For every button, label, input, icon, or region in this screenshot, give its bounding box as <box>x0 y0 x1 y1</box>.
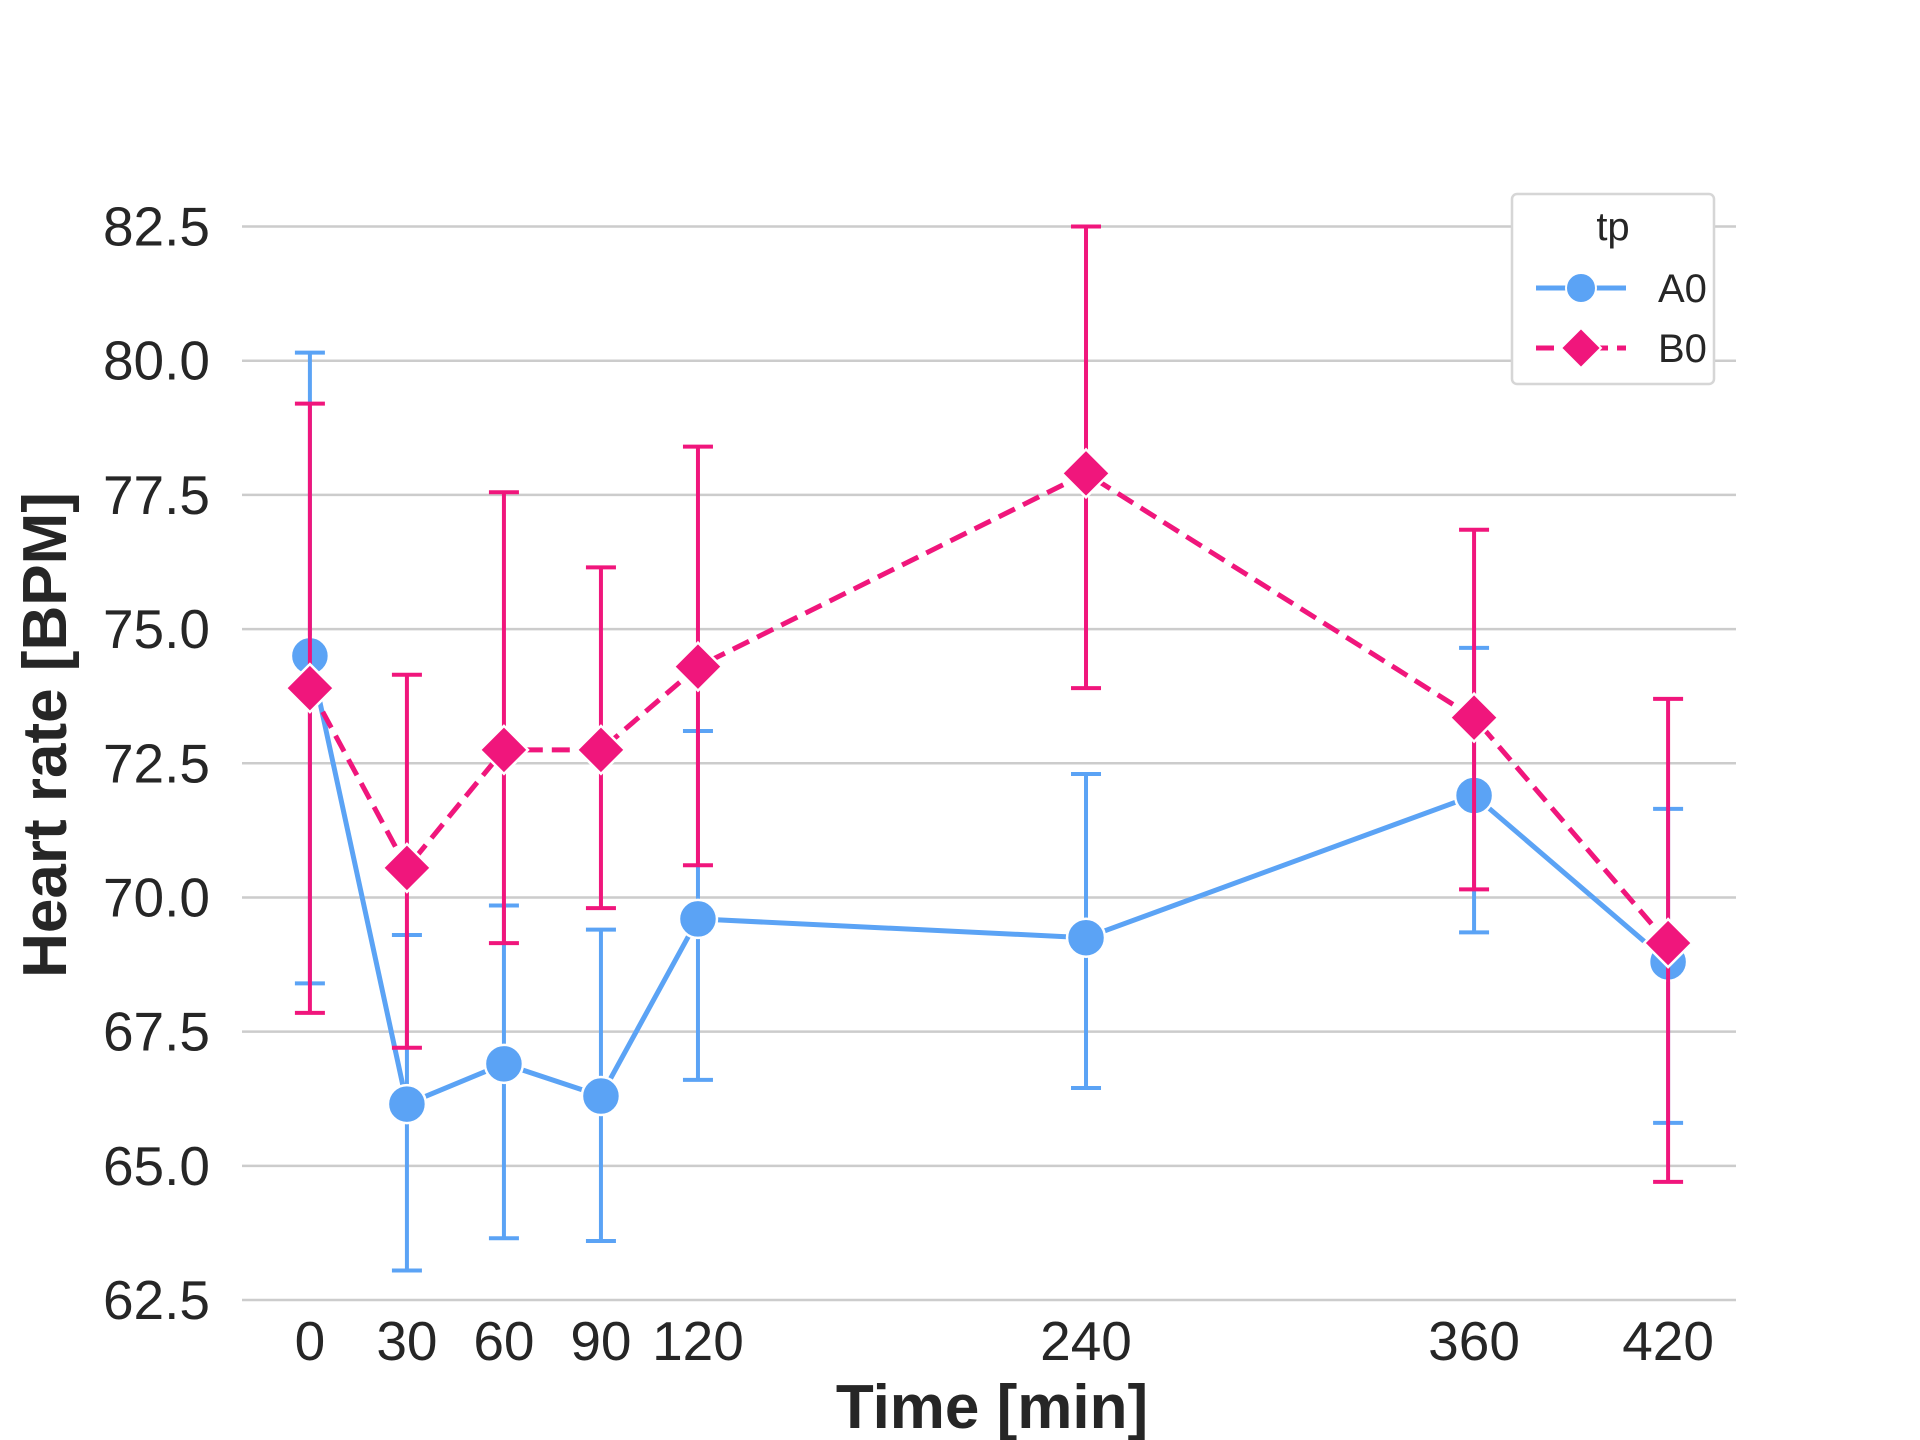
data-point <box>677 898 719 940</box>
y-tick-label: 72.5 <box>103 732 210 794</box>
data-point <box>580 1075 622 1117</box>
y-tick-label: 65.0 <box>103 1135 210 1197</box>
y-tick-label: 80.0 <box>103 330 210 392</box>
x-tick-label: 120 <box>652 1310 744 1372</box>
legend-entry-B0: B0 <box>1536 326 1707 371</box>
data-point <box>386 1083 428 1125</box>
legend-label: B0 <box>1658 327 1707 371</box>
x-tick-label: 30 <box>376 1310 437 1372</box>
x-axis-title: Time [min] <box>836 1373 1148 1440</box>
data-point <box>672 640 724 693</box>
data-point <box>575 724 627 776</box>
legend-label: A0 <box>1658 267 1707 311</box>
y-tick-label: 70.0 <box>103 866 210 928</box>
data-point <box>284 662 336 714</box>
x-tick-label: 360 <box>1428 1310 1520 1372</box>
data-point <box>483 1043 525 1085</box>
gridlines <box>242 225 1736 1302</box>
data-point <box>478 724 530 776</box>
y-tick-label: 82.5 <box>103 196 210 258</box>
x-tick-label: 90 <box>570 1310 631 1372</box>
legend-marker <box>1565 272 1597 304</box>
data-point <box>1448 691 1500 744</box>
y-tick-label: 67.5 <box>103 1001 210 1063</box>
data-point <box>1060 447 1112 500</box>
y-tick-labels: 62.5 65.0 67.5 70.0 72.5 75.0 77.5 80.0 82.5 <box>103 196 210 1331</box>
x-tick-label: 60 <box>473 1310 534 1372</box>
data-point <box>381 842 433 894</box>
series-B0 <box>284 224 1694 1184</box>
legend-entry-A0: A0 <box>1536 267 1707 311</box>
y-axis-title: Heart rate [BPM] <box>11 492 80 978</box>
x-tick-label: 420 <box>1622 1310 1714 1372</box>
data-point <box>1642 917 1694 969</box>
y-tick-label: 77.5 <box>103 464 210 526</box>
x-tick-labels: 0 30 60 90 120 240 360 420 <box>295 1310 1714 1372</box>
x-tick-label: 240 <box>1040 1310 1132 1372</box>
y-tick-label: 62.5 <box>103 1269 210 1331</box>
series-line <box>307 470 1670 945</box>
data-point <box>1065 917 1107 958</box>
x-tick-label: 0 <box>295 1310 326 1372</box>
legend-marker <box>1559 326 1603 370</box>
legend-title: tp <box>1596 205 1629 249</box>
y-tick-label: 75.0 <box>103 598 210 660</box>
series-layer <box>284 224 1694 1273</box>
